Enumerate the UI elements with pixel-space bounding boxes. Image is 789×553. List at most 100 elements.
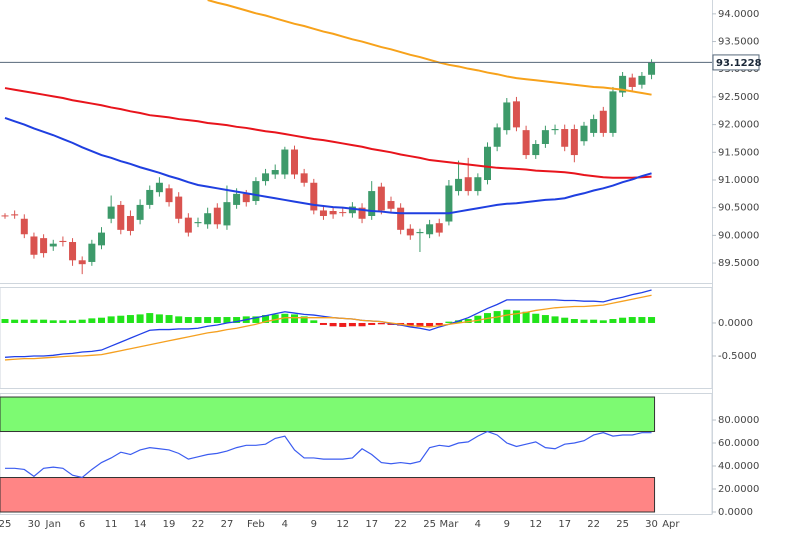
candle-body [291, 149, 298, 175]
candle-body [136, 204, 144, 220]
histogram-bar [146, 313, 154, 323]
candle-body [580, 125, 588, 142]
histogram-bar [416, 322, 424, 327]
y-tick-label: 90.0000 [718, 230, 759, 241]
indicator-line [4, 87, 652, 179]
histogram-bar [474, 315, 482, 323]
histogram-bar [213, 317, 221, 323]
candle-body [233, 193, 241, 205]
candle-body [532, 143, 540, 156]
candle-body [445, 185, 453, 222]
candle-body [619, 75, 627, 93]
candle-body [426, 224, 434, 235]
x-tick-label: 30 [28, 519, 41, 530]
histogram-bar [435, 322, 443, 325]
candle-body [69, 242, 77, 261]
y-tick-label: 94.0000 [718, 9, 759, 20]
candle-body [271, 170, 279, 175]
histogram-bar [271, 314, 279, 323]
y-tick-label: 91.5000 [718, 147, 759, 158]
candle-body [49, 243, 57, 247]
candle-body [184, 217, 192, 233]
histogram-bar [377, 322, 385, 325]
candle-body [455, 178, 463, 192]
indicator-line [207, 0, 652, 96]
histogram-bar [175, 316, 183, 323]
histogram-bar [561, 317, 569, 323]
candle-body [435, 223, 443, 233]
candle-body [204, 213, 212, 225]
histogram-bar [291, 314, 298, 323]
histogram-bar [580, 319, 588, 323]
histogram-bar [503, 309, 511, 323]
histogram-bar [20, 319, 28, 323]
y-tick-label: 90.5000 [718, 203, 759, 214]
indicator-line [4, 289, 652, 358]
x-tick-label: 22 [192, 519, 205, 530]
x-tick-label: 17 [365, 519, 378, 530]
histogram-bar [233, 317, 241, 323]
candle-body [570, 129, 578, 156]
last-price-label: 93.1228 [716, 58, 762, 69]
histogram-bar [107, 316, 115, 323]
candle-body [464, 177, 472, 192]
x-tick-label: 22 [394, 519, 407, 530]
candle-body [281, 149, 289, 175]
candle-body [40, 238, 48, 254]
histogram-bar [339, 322, 347, 327]
x-tick-label: 4 [282, 519, 288, 530]
y-tick-label: 92.0000 [718, 120, 759, 131]
histogram-bar [522, 311, 530, 323]
candle-body [387, 201, 395, 209]
histogram-bar [98, 317, 105, 323]
rsi-panel [0, 396, 656, 513]
x-tick-label: Jan [45, 519, 61, 530]
histogram-bar [262, 315, 270, 323]
candle-body [262, 173, 270, 182]
histogram-bar [319, 322, 327, 325]
candle-body [368, 191, 376, 216]
candle-body [88, 243, 96, 262]
x-tick-label: 9 [504, 519, 510, 530]
histogram-bar [310, 320, 318, 323]
x-tick-label: 12 [336, 519, 349, 530]
axes: 89.500090.000090.500091.000091.500092.00… [0, 9, 762, 530]
histogram-bar [155, 314, 163, 323]
y-tick-label: 0.0000 [718, 318, 753, 329]
panel-border [0, 287, 713, 389]
histogram-bar [223, 317, 231, 323]
candle-body [1, 215, 9, 217]
histogram-bar [368, 322, 376, 325]
histogram-bar [184, 317, 192, 323]
indicator-line [4, 117, 652, 215]
x-tick-label: 25 [616, 519, 629, 530]
candle-body [329, 211, 337, 215]
histogram-bar [406, 322, 414, 327]
histogram-bar [464, 319, 472, 323]
histogram-bar [329, 322, 337, 327]
histogram-bar [599, 320, 607, 323]
candle-body [242, 193, 250, 203]
candle-body [300, 173, 308, 183]
histogram-bar [1, 319, 9, 323]
histogram-bar [30, 319, 38, 323]
candle-body [20, 218, 28, 235]
y-tick-label: -0.5000 [718, 351, 757, 362]
candle-body [126, 215, 134, 231]
x-tick-label: 9 [311, 519, 317, 530]
x-tick-label: 4 [475, 519, 481, 530]
candle-body [165, 188, 173, 203]
histogram-bar [40, 319, 48, 323]
candle-body [194, 222, 202, 224]
histogram-bar [551, 316, 559, 323]
y-tick-label: 80.0000 [718, 415, 759, 426]
y-tick-label: 93.5000 [718, 37, 759, 48]
candle-body [590, 119, 598, 133]
histogram-bar [445, 321, 453, 323]
y-tick-label: 0.0000 [718, 507, 753, 518]
candle-body [348, 206, 356, 214]
candle-body [117, 204, 125, 230]
x-tick-label: 30 [645, 519, 658, 530]
candle-body [551, 129, 559, 131]
candle-body [30, 236, 38, 255]
